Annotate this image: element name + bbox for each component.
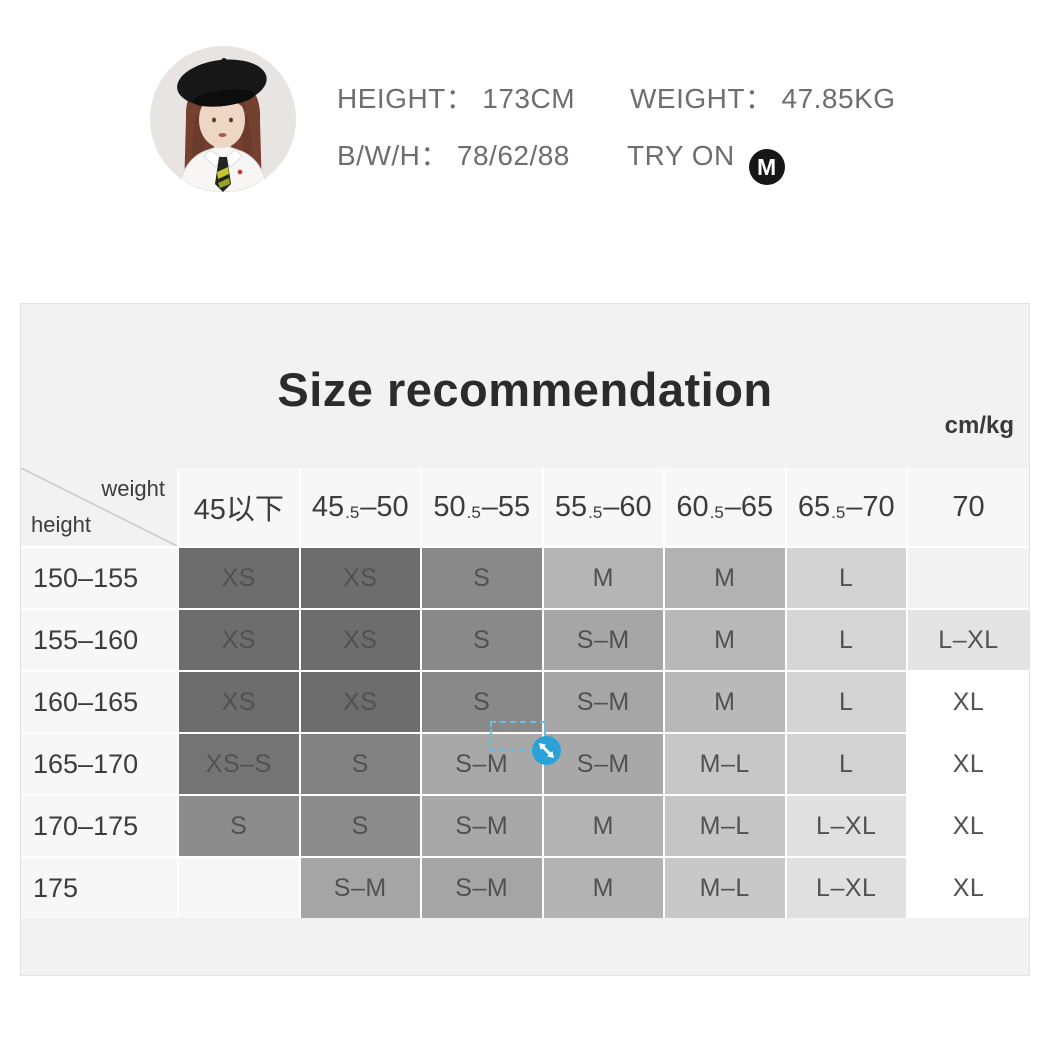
size-cell: XL [908, 796, 1029, 856]
height-range-label: 165–170 [21, 734, 177, 794]
size-cell: XS [179, 672, 299, 732]
size-cell: XL [908, 672, 1029, 732]
size-cell: XS [300, 610, 420, 670]
size-cell: S [179, 796, 299, 856]
model-bwh-stat: B/W/H： 78/62/88 [337, 139, 570, 173]
bwh-label: B/W/H： [337, 140, 449, 171]
try-on-stat: TRY ON M [627, 139, 785, 185]
diagonal-resize-arrow-icon [539, 743, 554, 758]
size-cell: L–XL [908, 610, 1029, 670]
unit-label: cm/kg [944, 412, 1014, 439]
size-cell: XS [179, 610, 299, 670]
size-cell: XS [179, 548, 299, 608]
size-cell: XS–S [179, 734, 299, 794]
weight-range-header: 55.5 –60 [543, 468, 663, 546]
size-cell: M [665, 610, 785, 670]
size-cell: S–M [543, 734, 663, 794]
height-range-label: 170–175 [21, 796, 177, 856]
try-on-size-letter: M [756, 154, 777, 180]
height-label: HEIGHT： [337, 83, 475, 114]
weight-label: WEIGHT： [630, 83, 774, 114]
height-range-label: 155–160 [21, 610, 177, 670]
size-cell: M [543, 858, 663, 918]
empty-cell [179, 858, 299, 918]
size-cell: S–M [543, 610, 663, 670]
size-cell: M–L [665, 796, 785, 856]
size-cell: L [786, 672, 906, 732]
size-cell: S [422, 610, 542, 670]
model-weight-stat: WEIGHT： 47.85KG [630, 82, 896, 116]
model-photo-illustration [150, 46, 296, 192]
size-recommendation-panel: Size recommendation cm/kg weight height … [20, 303, 1030, 976]
weight-range-header: 45.5 –50 [300, 468, 420, 546]
weight-axis-label: weight [101, 476, 165, 501]
axis-corner-cell: weight height [21, 468, 177, 546]
size-cell: XL [908, 858, 1029, 918]
resize-handle-icon[interactable] [532, 736, 561, 765]
empty-cell [908, 548, 1029, 608]
size-cell: M [665, 548, 785, 608]
weight-range-header: 60.5 –65 [665, 468, 785, 546]
bwh-value: 78/62/88 [456, 140, 570, 171]
size-cell: S [422, 548, 542, 608]
size-cell: L [786, 548, 906, 608]
size-cell: M–L [665, 734, 785, 794]
weight-range-header: 70 [908, 468, 1029, 546]
size-cell: XL [908, 734, 1029, 794]
height-range-label: 160–165 [21, 672, 177, 732]
panel-title: Size recommendation [277, 363, 773, 416]
size-cell: L [786, 610, 906, 670]
size-cell: S–M [422, 796, 542, 856]
height-axis-label: height [31, 512, 91, 537]
try-on-size-badge: M [748, 149, 785, 185]
height-value: 173CM [482, 83, 576, 114]
size-cell: M [543, 548, 663, 608]
model-height-stat: HEIGHT： 173CM [337, 82, 575, 116]
height-range-label: 150–155 [21, 548, 177, 608]
size-cell: L–XL [786, 796, 906, 856]
size-cell: S–M [543, 672, 663, 732]
size-cell: S [300, 796, 420, 856]
size-cell: S–M [422, 734, 542, 794]
size-cell: M [543, 796, 663, 856]
size-cell: M–L [665, 858, 785, 918]
size-cell: XS [300, 672, 420, 732]
size-table: weight height 45以下 45.5 –50 50.5 –55 55.5 –60 6… [21, 468, 1029, 918]
weight-value: 47.85KG [781, 83, 896, 114]
height-range-label: 175 [21, 858, 177, 918]
diagonal-divider [21, 468, 177, 546]
size-cell: L [786, 734, 906, 794]
size-cell: M [665, 672, 785, 732]
size-cell: S [300, 734, 420, 794]
size-cell: S–M [300, 858, 420, 918]
weight-range-header: 65.5 –70 [786, 468, 906, 546]
size-cell: S–M [422, 858, 542, 918]
model-avatar [150, 46, 296, 192]
size-cell: XS [300, 548, 420, 608]
size-cell: L–XL [786, 858, 906, 918]
weight-range-header: 45以下 [179, 468, 299, 546]
weight-range-header: 50.5 –55 [422, 468, 542, 546]
try-on-label: TRY ON [627, 140, 735, 171]
